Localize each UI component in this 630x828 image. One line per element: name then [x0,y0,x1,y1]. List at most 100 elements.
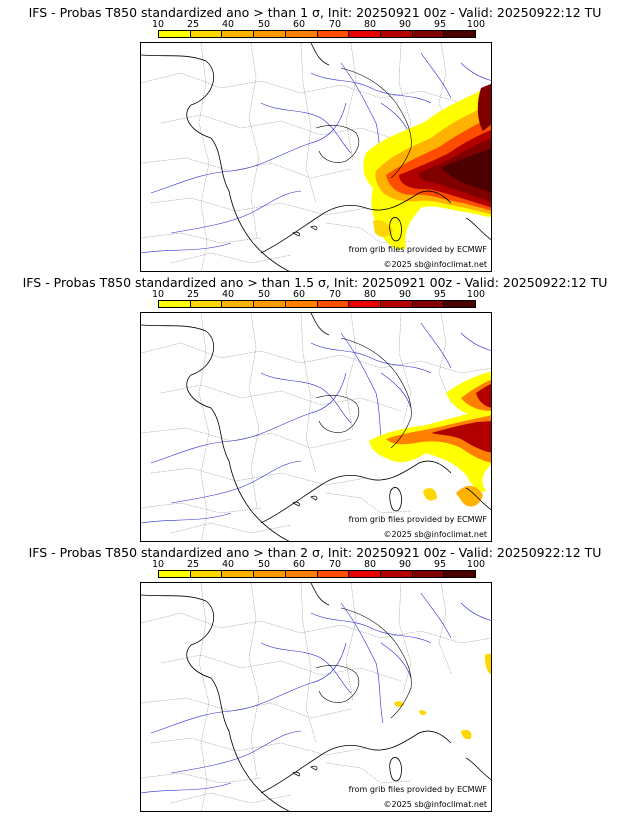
colorbar-label: 95 [433,289,447,300]
coastline [310,583,330,606]
colorbar-swatch [190,31,223,37]
admin-boundary [141,342,491,374]
river [150,372,347,464]
corsica-outline [389,487,402,512]
colorbar-label: 40 [221,19,235,30]
data-source-credit: from grib files provided by ECMWF [348,515,487,524]
colorbar [158,30,476,38]
colorbar-swatch [254,31,286,37]
river [260,102,352,154]
copyright-credit: ©2025 sb@infoclimat.net [383,260,488,269]
colorbar-label: 70 [328,289,342,300]
river [460,62,491,81]
colorbar-swatch [159,31,191,37]
colorbar-swatch [349,301,381,307]
colorbar-swatch [380,31,413,37]
colorbar-swatch [285,301,318,307]
colorbar-label: 100 [466,289,486,300]
river [340,332,384,454]
admin-boundary [345,583,357,702]
islands [292,495,318,507]
admin-boundary [438,43,452,134]
map-graphic [141,43,491,271]
admin-boundary [325,492,412,514]
copyright-credit: ©2025 sb@infoclimat.net [383,530,488,539]
admin-boundary [170,522,292,534]
coastline [465,217,491,241]
coastline [465,487,491,511]
admin-boundary [398,313,412,424]
probability-map: from grib files provided by ECMWF ©2025 … [140,582,492,812]
colorbar-label: 80 [363,289,377,300]
admin-boundary [160,114,402,142]
admin-boundary [198,43,210,271]
colorbar-label: 60 [292,559,306,570]
colorbar-swatch [222,571,255,577]
coastline [260,460,452,524]
admin-boundary [141,502,262,514]
corsica-outline [389,757,402,782]
colorbar-label: 95 [433,559,447,570]
river [310,342,432,374]
panel-title: IFS - Probas T850 standardized ano > tha… [28,5,602,20]
river [420,52,452,99]
river [150,102,347,194]
admin-boundary [248,43,260,239]
colorbar-swatch [349,31,381,37]
river [460,602,491,621]
colorbar-label: 25 [186,289,200,300]
admin-boundary [345,313,357,432]
colorbar-swatch [412,301,445,307]
admin-boundary [141,697,352,719]
admin-boundary [300,313,317,474]
admin-boundary [141,772,262,784]
colorbar [158,570,476,578]
data-source-credit: from grib files provided by ECMWF [348,785,487,794]
colorbar-swatch [190,301,223,307]
national-border [340,337,412,449]
national-border [315,124,360,163]
colorbar-label: 60 [292,289,306,300]
national-border [340,607,412,719]
colorbar-swatch [444,301,476,307]
colorbar-label: 40 [221,559,235,570]
map-panel-1-5sigma: IFS - Probas T850 standardized ano > tha… [0,275,630,545]
colorbar-swatch [412,571,445,577]
national-border [315,664,360,703]
river [141,242,232,254]
islands [292,765,318,777]
map-panel-2sigma: IFS - Probas T850 standardized ano > tha… [0,545,630,815]
colorbar-label: 95 [433,19,447,30]
colorbar-swatch [317,571,350,577]
colorbar-label: 50 [257,289,271,300]
colorbar-swatch [380,301,413,307]
admin-boundary [141,232,262,244]
colorbar-label: 50 [257,19,271,30]
copyright-credit: ©2025 sb@infoclimat.net [383,800,488,809]
colorbar-labels: 10 25 40 50 60 70 80 90 95 100 [152,19,485,30]
river [420,322,452,369]
colorbar-label: 10 [151,559,165,570]
admin-boundary [160,654,402,682]
colorbar-label: 90 [398,289,412,300]
probability-field [394,653,491,740]
colorbar-label: 80 [363,19,377,30]
river [380,372,412,409]
river [310,72,432,104]
map-graphic [141,313,491,541]
colorbar-swatch [317,31,350,37]
colorbar-swatch [285,31,318,37]
colorbar [158,300,476,308]
colorbar-swatch [190,571,223,577]
river [170,190,302,234]
coastline [310,43,330,66]
admin-boundary [141,612,491,644]
admin-boundary [141,72,491,104]
admin-boundary [325,762,412,784]
river [310,612,432,644]
colorbar-label: 70 [328,19,342,30]
admin-boundary [150,197,367,216]
colorbar-swatch [317,301,350,307]
admin-boundary [160,384,402,412]
colorbar-label: 50 [257,559,271,570]
